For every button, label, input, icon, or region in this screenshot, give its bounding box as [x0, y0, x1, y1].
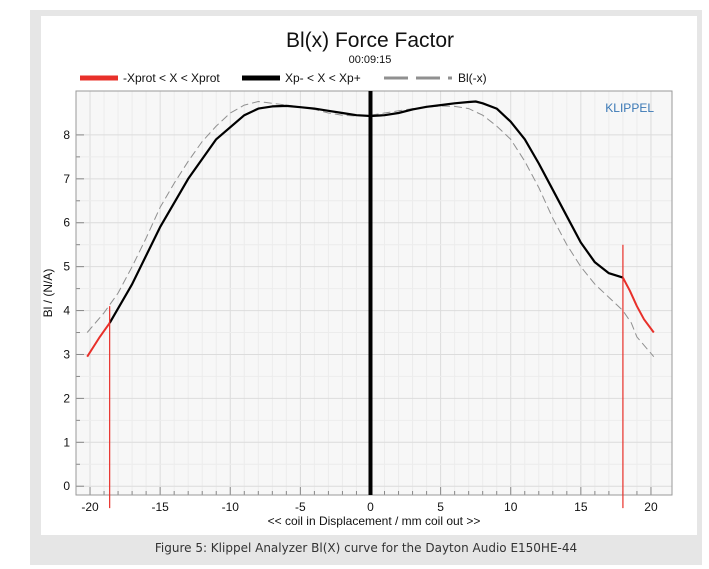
- y-tick-label: 7: [63, 172, 70, 186]
- plot-area: [76, 91, 672, 495]
- series-line-black-1: [108, 100, 624, 324]
- x-tick-label: 20: [644, 500, 658, 514]
- x-axis-label: << coil in Displacement / mm coil out >>: [268, 514, 481, 528]
- y-tick-label: 0: [63, 479, 70, 493]
- x-tick-label: 0: [367, 500, 374, 514]
- y-axis-label: Bl / (N/A): [41, 269, 55, 318]
- figure-caption: Figure 5: Klippel Analyzer Bl(X) curve f…: [154, 541, 578, 555]
- legend-mirror: Bl(-x): [384, 71, 487, 85]
- plot-border: [75, 90, 673, 496]
- chart-title: Bl(x) Force Factor: [286, 29, 454, 52]
- legend-xp: Xp- < X < Xp+: [242, 71, 361, 85]
- y-tick-label: 6: [63, 216, 70, 230]
- legend-xp-label: Xp- < X < Xp+: [285, 71, 361, 85]
- x-tick-label: -5: [295, 500, 306, 514]
- y-tick-label: 5: [63, 260, 70, 274]
- y-tick-label: 3: [63, 347, 70, 361]
- legend-mirror-label: Bl(-x): [458, 71, 487, 85]
- series-line-red-2: [622, 277, 655, 334]
- x-tick-label: -20: [81, 500, 99, 514]
- chart-subtitle: 00:09:15: [349, 54, 392, 66]
- x-tick-label: -15: [151, 500, 169, 514]
- y-tick-label: 8: [63, 128, 70, 142]
- x-tick-label: 5: [437, 500, 444, 514]
- y-tick-label: 4: [63, 304, 70, 318]
- series-line-red-0: [86, 322, 111, 358]
- x-tick-label: 10: [504, 500, 518, 514]
- y-tick-label: 1: [63, 435, 70, 449]
- x-tick-label: 15: [574, 500, 588, 514]
- klippel-watermark: KLIPPEL: [605, 101, 654, 115]
- legend-xprot-label: -Xprot < X < Xprot: [123, 71, 220, 85]
- y-tick-label: 2: [63, 391, 70, 405]
- x-tick-label: -10: [222, 500, 240, 514]
- legend-xprot: -Xprot < X < Xprot: [80, 71, 220, 85]
